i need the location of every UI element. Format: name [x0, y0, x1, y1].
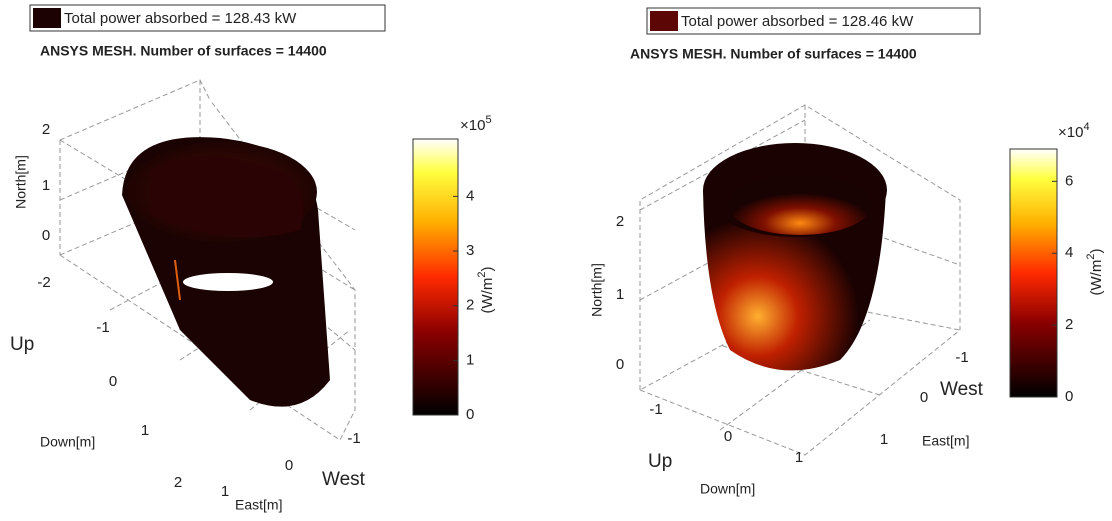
west-label: West: [940, 379, 984, 400]
down-tick-label: 1: [795, 449, 803, 466]
down-axis-label: Down[m]: [700, 481, 755, 497]
east-tick-label: 0: [920, 389, 928, 406]
colorbar-label: (W/m2): [1085, 249, 1105, 296]
colorbar-exponent-part: 5: [485, 114, 491, 126]
colorbar-tick-label: 0: [466, 406, 474, 423]
west-label: West: [322, 469, 366, 490]
up-label: Up: [648, 451, 672, 472]
north-axis-label: North[m]: [13, 155, 29, 209]
colorbar-tick-label: 2: [466, 297, 474, 314]
colorbar-label-part: 2: [1085, 254, 1097, 260]
legend-box: [29, 4, 386, 32]
east-tick-label: -1: [955, 349, 968, 366]
receiver-surface: [703, 143, 887, 371]
down-axis-label: Down[m]: [40, 434, 95, 450]
colorbar-label-part: ): [1088, 249, 1105, 254]
colorbar-tick-label: 2: [1065, 316, 1073, 333]
colorbar-label-part: (W/m: [479, 278, 496, 314]
receiver-surface: [122, 137, 330, 407]
colorbar: [412, 138, 459, 416]
colorbar-exponent-part: 4: [1083, 121, 1089, 133]
colorbar-label-part: (W/m: [1088, 260, 1105, 296]
legend-swatch: [33, 8, 61, 28]
north-axis-label: North[m]: [589, 263, 605, 317]
legend-box: [646, 7, 981, 35]
north-tick-label: 1: [42, 177, 50, 194]
colorbar-label: (W/m2): [476, 267, 496, 314]
colorbar-tick-label: 6: [1065, 172, 1073, 189]
colorbar-tick-label: 4: [466, 187, 474, 204]
north-tick-label: 0: [616, 356, 624, 373]
east-tick-label: 0: [285, 457, 293, 474]
east-tick-label: 1: [880, 431, 888, 448]
up-label: Up: [10, 334, 34, 355]
east-tick-label: -1: [347, 430, 360, 447]
colorbar-exponent-part: ×10: [460, 117, 485, 134]
colorbar-tick-label: 0: [1065, 388, 1073, 405]
colorbar-exponent: ×104: [1058, 121, 1090, 141]
colorbar-tick-label: 1: [466, 351, 474, 368]
legend-text: Total power absorbed = 128.46 kW: [681, 13, 914, 30]
north-tick-label: 2: [42, 121, 50, 138]
east-axis-label: East[m]: [922, 433, 969, 449]
legend-swatch: [650, 11, 678, 31]
down-tick-label: -1: [649, 401, 662, 418]
colorbar: [1009, 148, 1058, 398]
colorbar-tick-label: 3: [466, 242, 474, 259]
colorbar-tick-label: 4: [1065, 244, 1073, 261]
down-tick-label: 0: [109, 373, 117, 390]
down-tick-label: -2: [37, 274, 50, 291]
chart-title: ANSYS MESH. Number of surfaces = 14400: [630, 46, 917, 62]
east-tick-label: 1: [221, 483, 229, 500]
chart-title: ANSYS MESH. Number of surfaces = 14400: [40, 43, 327, 59]
north-tick-label: 0: [42, 227, 50, 244]
east-axis-label: East[m]: [235, 497, 282, 513]
north-tick-label: 1: [616, 286, 624, 303]
down-tick-label: 2: [174, 474, 182, 491]
colorbar-label-part: ): [479, 267, 496, 272]
north-tick-label: 2: [616, 213, 624, 230]
colorbar-exponent: ×105: [460, 114, 492, 134]
colorbar-exponent-part: ×10: [1058, 124, 1083, 141]
down-tick-label: 1: [141, 422, 149, 439]
down-tick-label: 0: [724, 428, 732, 445]
legend-text: Total power absorbed = 128.43 kW: [64, 10, 297, 27]
down-tick-label: -1: [96, 319, 109, 336]
colorbar-label-part: 2: [476, 272, 488, 278]
